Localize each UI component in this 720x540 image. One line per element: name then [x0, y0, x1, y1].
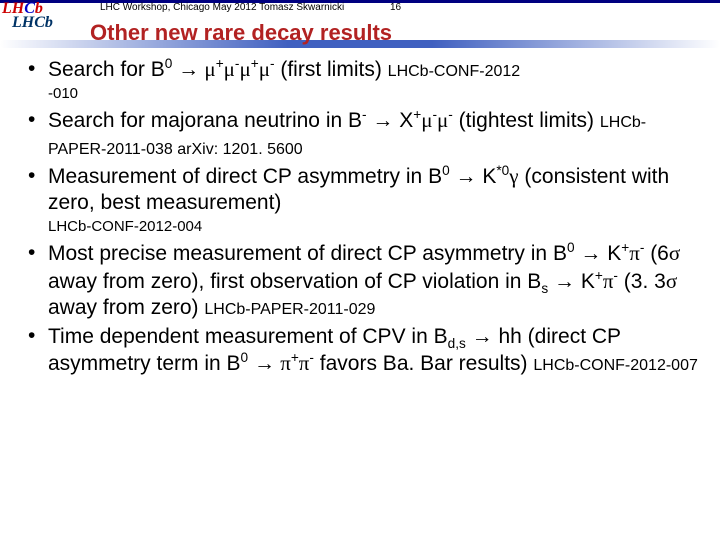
bullet-item: Time dependent measurement of CPV in Bd,… — [20, 323, 700, 378]
reference-cont: -010 — [20, 85, 700, 103]
text: Search for majorana neutrino in B — [48, 109, 362, 132]
text: (6 — [644, 242, 669, 265]
text: K — [482, 165, 496, 188]
bullet-item: Search for B0 → μ+μ-μ+μ- (first limits) … — [20, 56, 700, 83]
text: K — [601, 242, 621, 265]
reference: LHCb-PAPER-2011-029 — [204, 301, 375, 318]
text: Time dependent measurement of CPV in B — [48, 325, 448, 348]
reference: LHCb-CONF-2012 — [388, 63, 520, 80]
lhcb-logo: LHCb LHCb — [2, 0, 72, 30]
text: X — [393, 109, 413, 132]
text: Search for B — [48, 58, 165, 81]
reference: LHCb-CONF-2012-004 — [20, 218, 700, 236]
bullet-item: Measurement of direct CP asymmetry in B0… — [20, 163, 700, 217]
text: away from zero), first observation of CP… — [48, 270, 541, 293]
text: Most precise measurement of direct CP as… — [48, 242, 567, 265]
text: (tightest limits) — [453, 109, 600, 132]
page-number: 16 — [390, 2, 401, 13]
slide-title: Other new rare decay results — [90, 20, 392, 46]
bullet-item: Search for majorana neutrino in B- → X+μ… — [20, 107, 700, 161]
text: favors Ba. Bar results) — [314, 352, 533, 375]
reference: LHCb-CONF-2012-007 — [533, 357, 698, 374]
text: (first limits) — [275, 58, 388, 81]
bullet-item: Most precise measurement of direct CP as… — [20, 240, 700, 321]
slide-content: Search for B0 → μ+μ-μ+μ- (first limits) … — [0, 48, 720, 378]
text: away from zero) — [48, 296, 204, 319]
lhcb-logo-shadow: LHCb — [12, 14, 53, 32]
text: Measurement of direct CP asymmetry in B — [48, 165, 442, 188]
text: K — [575, 270, 595, 293]
title-bar: Other new rare decay results — [0, 20, 720, 48]
header-text: LHC Workshop, Chicago May 2012 Tomasz Sk… — [100, 2, 344, 13]
text: (3. 3 — [618, 270, 666, 293]
slide-header: LHC Workshop, Chicago May 2012 Tomasz Sk… — [0, 0, 720, 18]
